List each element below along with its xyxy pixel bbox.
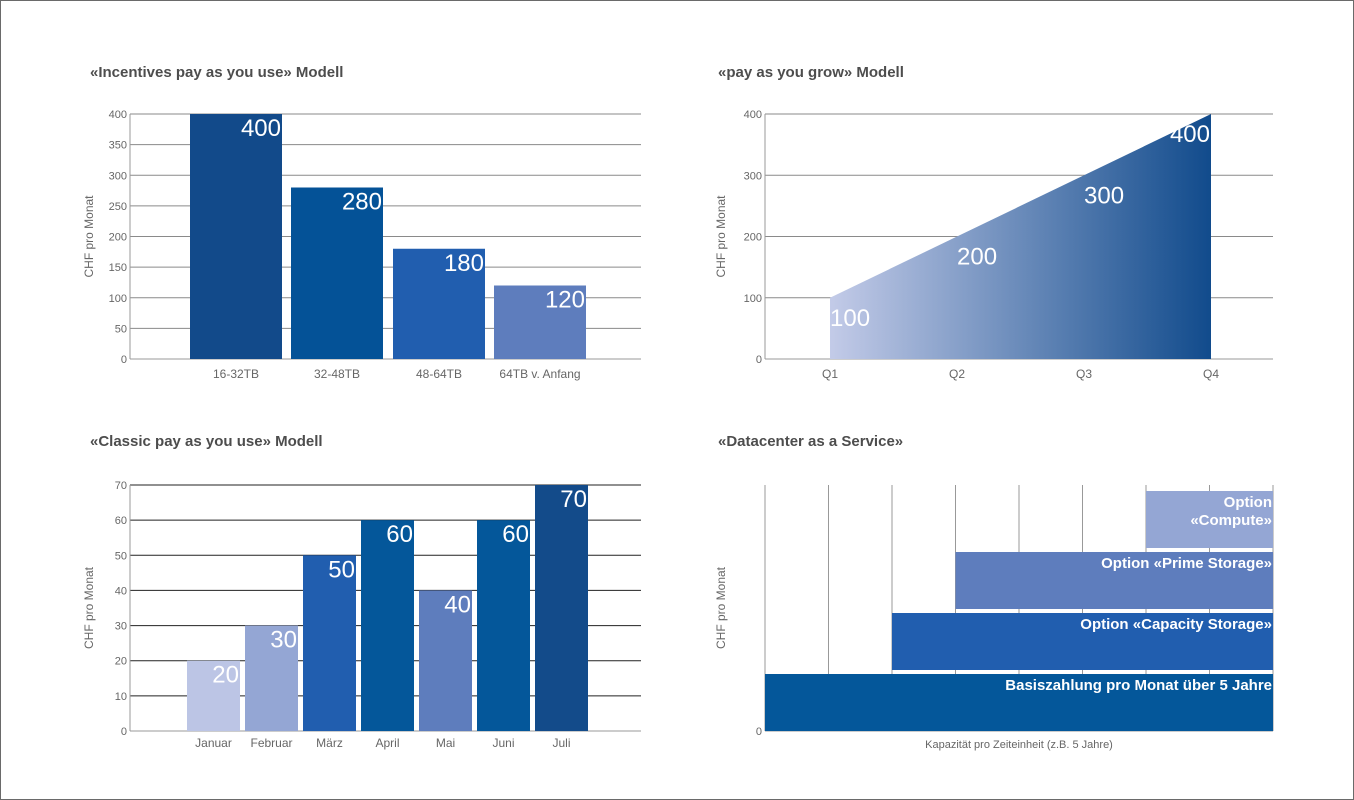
- grow-y-tick-label: 400: [744, 109, 762, 121]
- datacenter-series-label: «Compute»: [1190, 512, 1272, 529]
- incentives-bar: [291, 187, 383, 359]
- classic-y-tick-label: 20: [115, 656, 127, 668]
- classic-x-tick-label: März: [316, 736, 343, 750]
- incentives-y-axis-label: CHF pro Monat: [82, 195, 96, 278]
- classic-data-label: 40: [444, 591, 471, 618]
- grow-area: [830, 114, 1211, 359]
- incentives-x-tick-label: 64TB v. Anfang: [499, 367, 580, 381]
- incentives-x-tick-label: 32-48TB: [314, 367, 360, 381]
- classic-y-tick-label: 10: [115, 691, 127, 703]
- classic-bar: [245, 625, 298, 731]
- classic-data-label: 30: [270, 627, 297, 654]
- incentives-x-tick-label: 16-32TB: [213, 367, 259, 381]
- datacenter-bar: [955, 552, 1273, 609]
- classic-x-tick-label: Juni: [492, 736, 514, 750]
- classic-y-tick-label: 0: [121, 726, 127, 738]
- incentives-y-tick-label: 250: [109, 201, 127, 213]
- classic-data-label: 70: [560, 486, 587, 513]
- datacenter-bar: [765, 674, 1273, 731]
- incentives-y-tick-label: 100: [109, 293, 127, 305]
- classic-bar: [477, 520, 530, 731]
- classic-bar: [535, 485, 588, 731]
- classic-chart-title: «Classic pay as you use» Modell: [90, 433, 323, 450]
- classic-bar: [303, 555, 356, 731]
- datacenter-x-axis-label: Kapazität pro Zeiteinheit (z.B. 5 Jahre): [925, 739, 1113, 751]
- incentives-y-tick-label: 150: [109, 262, 127, 274]
- classic-x-tick-label: Januar: [195, 736, 232, 750]
- datacenter-series-label: Option «Capacity Storage»: [1080, 616, 1272, 633]
- datacenter-y-tick-label: 0: [756, 726, 762, 738]
- grow-chart-title: «pay as you grow» Modell: [718, 64, 904, 81]
- grow-data-label: 300: [1084, 182, 1124, 209]
- datacenter-series-label: Option: [1224, 494, 1272, 511]
- incentives-y-tick-label: 50: [115, 323, 127, 335]
- classic-bar: [419, 590, 472, 731]
- classic-x-tick-label: Mai: [436, 736, 455, 750]
- classic-data-label: 60: [386, 521, 413, 548]
- incentives-data-label: 120: [545, 287, 585, 314]
- datacenter-series-label: Option «Prime Storage»: [1101, 555, 1272, 572]
- grow-x-tick-label: Q3: [1076, 367, 1092, 381]
- incentives-data-label: 180: [444, 250, 484, 277]
- grow-y-tick-label: 0: [756, 354, 762, 366]
- incentives-x-tick-label: 48-64TB: [416, 367, 462, 381]
- grow-x-tick-label: Q4: [1203, 367, 1219, 381]
- datacenter-y-axis-label: CHF pro Monat: [714, 566, 728, 649]
- incentives-bar: [393, 248, 485, 359]
- classic-y-tick-label: 60: [115, 515, 127, 527]
- grow-x-tick-label: Q1: [822, 367, 838, 381]
- incentives-y-tick-label: 200: [109, 232, 127, 244]
- grow-y-tick-label: 100: [744, 293, 762, 305]
- classic-y-tick-label: 70: [115, 480, 127, 492]
- classic-y-axis-label: CHF pro Monat: [82, 566, 96, 649]
- classic-y-tick-label: 40: [115, 585, 127, 597]
- incentives-data-label: 400: [241, 115, 281, 142]
- incentives-data-label: 280: [342, 189, 382, 216]
- incentives-y-tick-label: 350: [109, 140, 127, 152]
- datacenter-bar: [892, 613, 1273, 670]
- classic-bar: [187, 660, 240, 731]
- incentives-bar: [190, 114, 282, 359]
- datacenter-bar: [1146, 491, 1273, 548]
- incentives-chart-title: «Incentives pay as you use» Modell: [90, 64, 344, 81]
- datacenter-chart-title: «Datacenter as a Service»: [718, 433, 904, 450]
- classic-x-tick-label: Juli: [552, 736, 570, 750]
- classic-y-tick-label: 30: [115, 621, 127, 633]
- classic-y-tick-label: 50: [115, 550, 127, 562]
- classic-data-label: 20: [212, 662, 239, 689]
- classic-data-label: 60: [502, 521, 529, 548]
- datacenter-series-label: Basiszahlung pro Monat über 5 Jahre: [1005, 677, 1272, 694]
- grow-y-axis-label: CHF pro Monat: [714, 195, 728, 278]
- grow-data-label: 100: [830, 305, 870, 332]
- grow-y-tick-label: 300: [744, 170, 762, 182]
- grow-data-label: 400: [1170, 121, 1210, 148]
- incentives-y-tick-label: 400: [109, 109, 127, 121]
- incentives-y-tick-label: 300: [109, 170, 127, 182]
- classic-data-label: 50: [328, 556, 355, 583]
- grow-y-tick-label: 200: [744, 232, 762, 244]
- classic-x-tick-label: April: [375, 736, 399, 750]
- classic-x-tick-label: Februar: [250, 736, 292, 750]
- grow-x-tick-label: Q2: [949, 367, 965, 381]
- incentives-y-tick-label: 0: [121, 354, 127, 366]
- classic-bar: [361, 520, 414, 731]
- grow-data-label: 200: [957, 244, 997, 271]
- incentives-bar: [494, 285, 586, 359]
